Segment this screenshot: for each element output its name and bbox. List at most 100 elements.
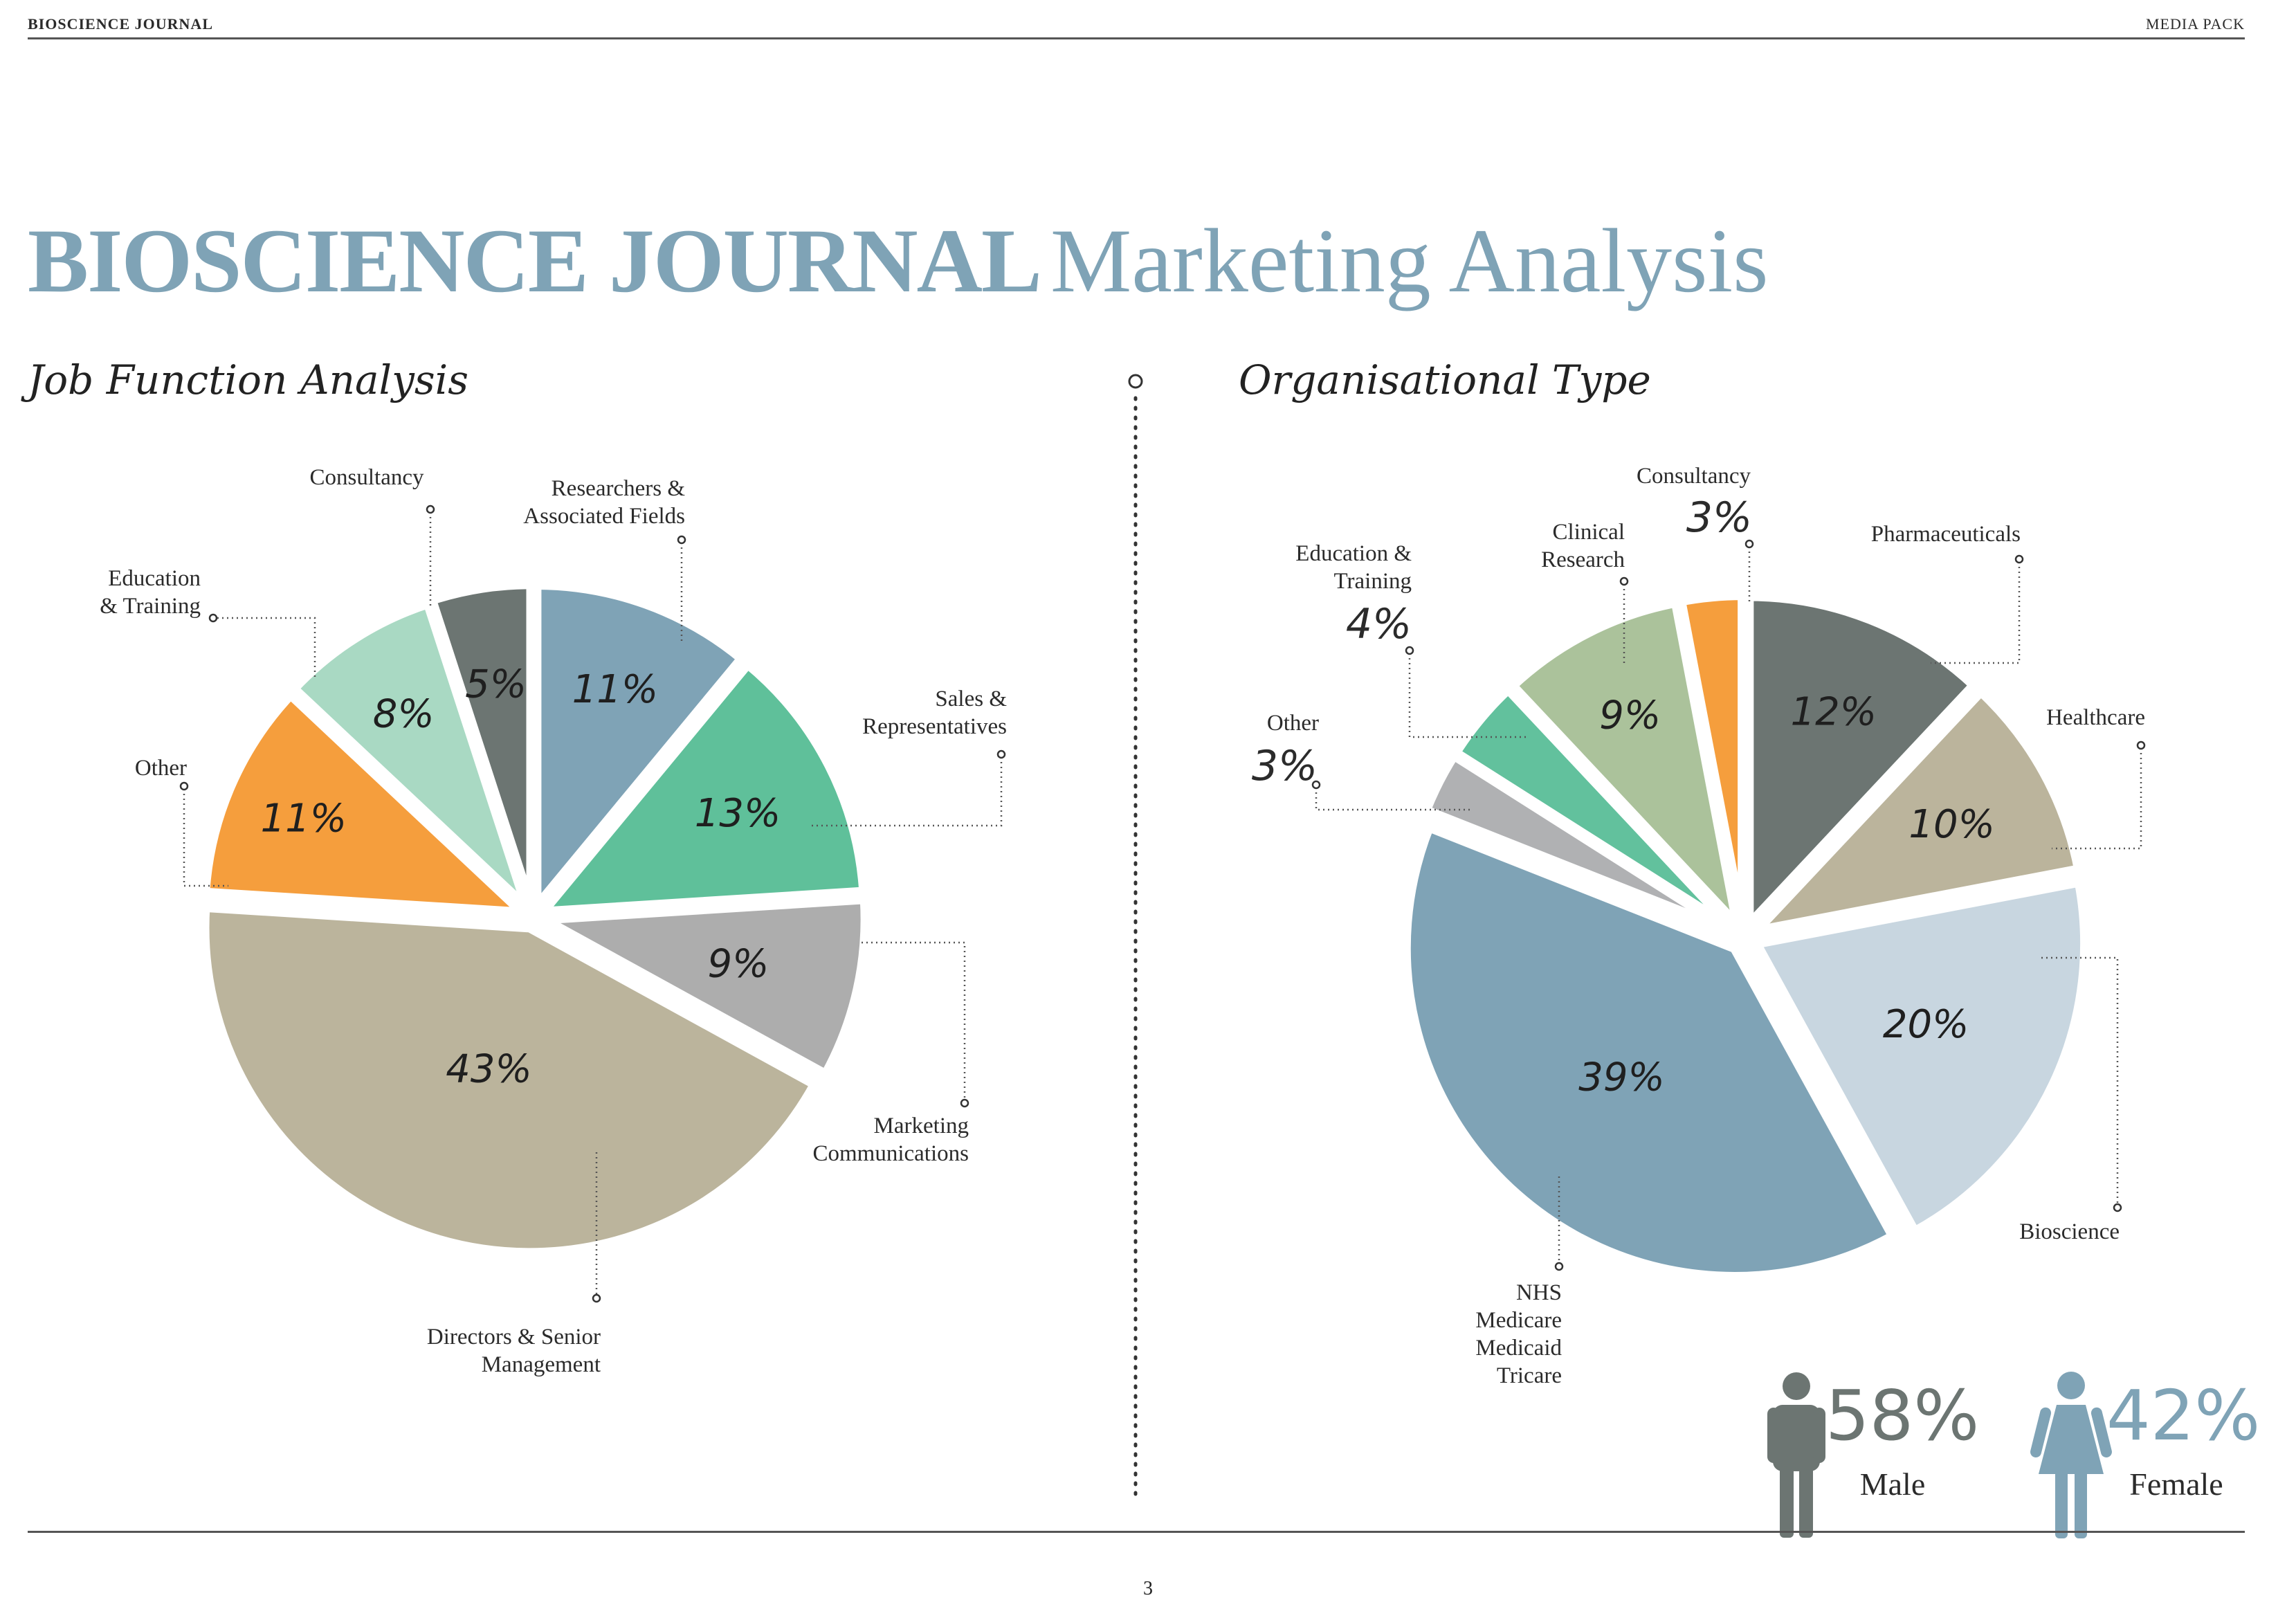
jf-education-leader xyxy=(217,617,316,678)
header-bar: BIOSCIENCE JOURNAL MEDIA PACK xyxy=(28,7,2245,39)
ot-bioscience-dot xyxy=(2113,1203,2122,1212)
jf-education-dot xyxy=(208,613,218,623)
jf-slice-other xyxy=(199,687,536,918)
jf-pct-other: 11% xyxy=(260,797,346,842)
male-person-icon xyxy=(1767,1372,1825,1538)
ot-slice-consultancy xyxy=(1675,590,1748,925)
jf-sales-label-1: Sales & xyxy=(935,687,1007,711)
page-number: 3 xyxy=(1143,1578,1153,1599)
ot-pct-pharmaceuticals: 12% xyxy=(1791,689,1877,734)
jf-other-dot xyxy=(179,781,189,791)
jf-marketing-leader xyxy=(862,941,966,1100)
jf-slice-sales-representatives xyxy=(531,657,869,918)
jf-other-leader xyxy=(183,789,228,887)
ot-consultancy-label: Consultancy xyxy=(1637,464,1751,489)
ot-nhs-label-1: NHS xyxy=(1516,1280,1562,1305)
ot-consultancy-pct-callout: 3% xyxy=(1686,493,1752,542)
jf-slice-marketing-communications xyxy=(527,893,871,1082)
ot-consultancy-dot xyxy=(1744,539,1754,549)
ot-education-label-2: Training xyxy=(1334,569,1412,594)
gender-split: 58% Male 42% Female xyxy=(1767,1372,2260,1538)
jf-directors-label-1: Directors & Senior xyxy=(427,1325,601,1349)
male-label: Male xyxy=(1860,1466,1926,1502)
ot-healthcare-leader xyxy=(2052,748,2142,850)
org-type-title: Organisational Type xyxy=(1239,356,1651,403)
ot-bioscience-leader xyxy=(2041,956,2119,1205)
ot-pct-bioscience: 20% xyxy=(1883,1002,1969,1047)
page-title-subject: Marketing Analysis xyxy=(1050,210,1769,311)
jf-slice-consultancy xyxy=(425,579,536,908)
jf-sales-leader xyxy=(810,757,1003,827)
jf-marketing-label-1: Marketing xyxy=(874,1113,969,1138)
jf-researchers-label-2: Associated Fields xyxy=(523,504,685,529)
jf-sales-label-2: Representatives xyxy=(862,714,1007,739)
jf-directors-dot xyxy=(592,1293,601,1303)
jf-researchers-label-1: Researchers & xyxy=(552,476,686,501)
ot-clinical-label-1: Clinical xyxy=(1553,520,1625,545)
ot-slice-pharmaceuticals xyxy=(1744,591,1981,938)
ot-pct-healthcare: 10% xyxy=(1908,802,1994,847)
female-person-icon xyxy=(2030,1372,2112,1538)
ot-pct-nhs-medicare-medicaid-tricare: 39% xyxy=(1578,1055,1664,1100)
jf-education-label-1: Education xyxy=(108,566,201,591)
ot-nhs-label-2: Medicare xyxy=(1475,1308,1562,1333)
org-type-callouts: Consultancy 3% Clinical Research Educati… xyxy=(1252,464,2146,1388)
ot-nhs-label-4: Tricare xyxy=(1497,1363,1562,1388)
ot-clinical-label-2: Research xyxy=(1541,547,1625,572)
ot-education-leader xyxy=(1408,653,1526,738)
jf-education-label-2: & Training xyxy=(100,594,201,619)
ot-education-dot xyxy=(1405,646,1414,655)
ot-pharma-label: Pharmaceuticals xyxy=(1871,522,2021,547)
jf-pct-sales-representatives: 13% xyxy=(695,791,781,836)
jf-consultancy-label: Consultancy xyxy=(310,465,424,490)
footer-rule xyxy=(28,1531,2245,1533)
jf-marketing-dot xyxy=(960,1098,969,1108)
ot-slice-clinical-research xyxy=(1505,597,1746,941)
jf-pct-directors-senior-management: 43% xyxy=(446,1046,531,1091)
jf-slice-education-training xyxy=(286,597,532,911)
job-function-pie: 11% 13% 9% 43% 11% 8% 5% xyxy=(199,579,871,1258)
ot-slice-healthcare xyxy=(1742,684,2085,939)
header-media-pack: MEDIA PACK xyxy=(2145,15,2245,33)
header-journal-name: BIOSCIENCE JOURNAL xyxy=(28,15,213,33)
ot-slice-nhs-medicare-medicaid-tricare xyxy=(1401,821,1900,1282)
male-percentage: 58% xyxy=(1825,1375,1979,1456)
ot-slice-education-training xyxy=(1448,682,1737,934)
jf-slice-researchers-associated-fields xyxy=(531,579,749,920)
ot-clinical-dot xyxy=(1619,576,1629,586)
job-function-callouts: Consultancy Researchers & Associated Fie… xyxy=(100,465,1007,1377)
jf-pct-researchers-associated-fields: 11% xyxy=(572,667,658,712)
ot-healthcare-dot xyxy=(2136,740,2146,750)
ot-pct-clinical-research: 9% xyxy=(1599,693,1661,738)
jf-marketing-label-2: Communications xyxy=(813,1141,969,1166)
ot-bioscience-label: Bioscience xyxy=(2019,1219,2120,1244)
divider-top-ring xyxy=(1128,374,1143,389)
jf-slice-directors-senior-management xyxy=(199,902,821,1258)
page-title: BIOSCIENCE JOURNAL Marketing Analysis xyxy=(28,208,1769,313)
ot-other-pct-callout: 3% xyxy=(1252,742,1318,790)
ot-other-dot xyxy=(1311,780,1321,790)
org-type-pie: 12% 10% 20% 39% 9% xyxy=(1401,590,2090,1282)
jf-other-label: Other xyxy=(135,756,187,781)
ot-nhs-dot xyxy=(1554,1262,1564,1271)
ot-slice-bioscience xyxy=(1749,876,2090,1239)
jf-consultancy-dot xyxy=(426,504,435,514)
jf-pct-marketing-communications: 9% xyxy=(708,941,769,986)
jf-researchers-dot xyxy=(677,535,686,545)
page-title-journal: BIOSCIENCE JOURNAL xyxy=(28,210,1042,311)
jf-pct-education-training: 8% xyxy=(373,692,435,737)
female-percentage: 42% xyxy=(2106,1375,2260,1456)
job-function-title: Job Function Analysis xyxy=(28,356,468,403)
jf-pct-consultancy: 5% xyxy=(465,662,527,707)
ot-nhs-label-3: Medicaid xyxy=(1475,1336,1562,1361)
ot-other-label: Other xyxy=(1267,711,1319,736)
female-label: Female xyxy=(2129,1466,2223,1502)
jf-directors-label-2: Management xyxy=(482,1352,601,1377)
ot-education-pct-callout: 4% xyxy=(1346,600,1412,648)
jf-sales-dot xyxy=(996,749,1006,759)
ot-pharma-leader xyxy=(1931,562,2021,664)
ot-pharma-dot xyxy=(2014,554,2024,564)
ot-education-label-1: Education & xyxy=(1295,541,1412,566)
ot-healthcare-label: Healthcare xyxy=(2046,705,2145,730)
